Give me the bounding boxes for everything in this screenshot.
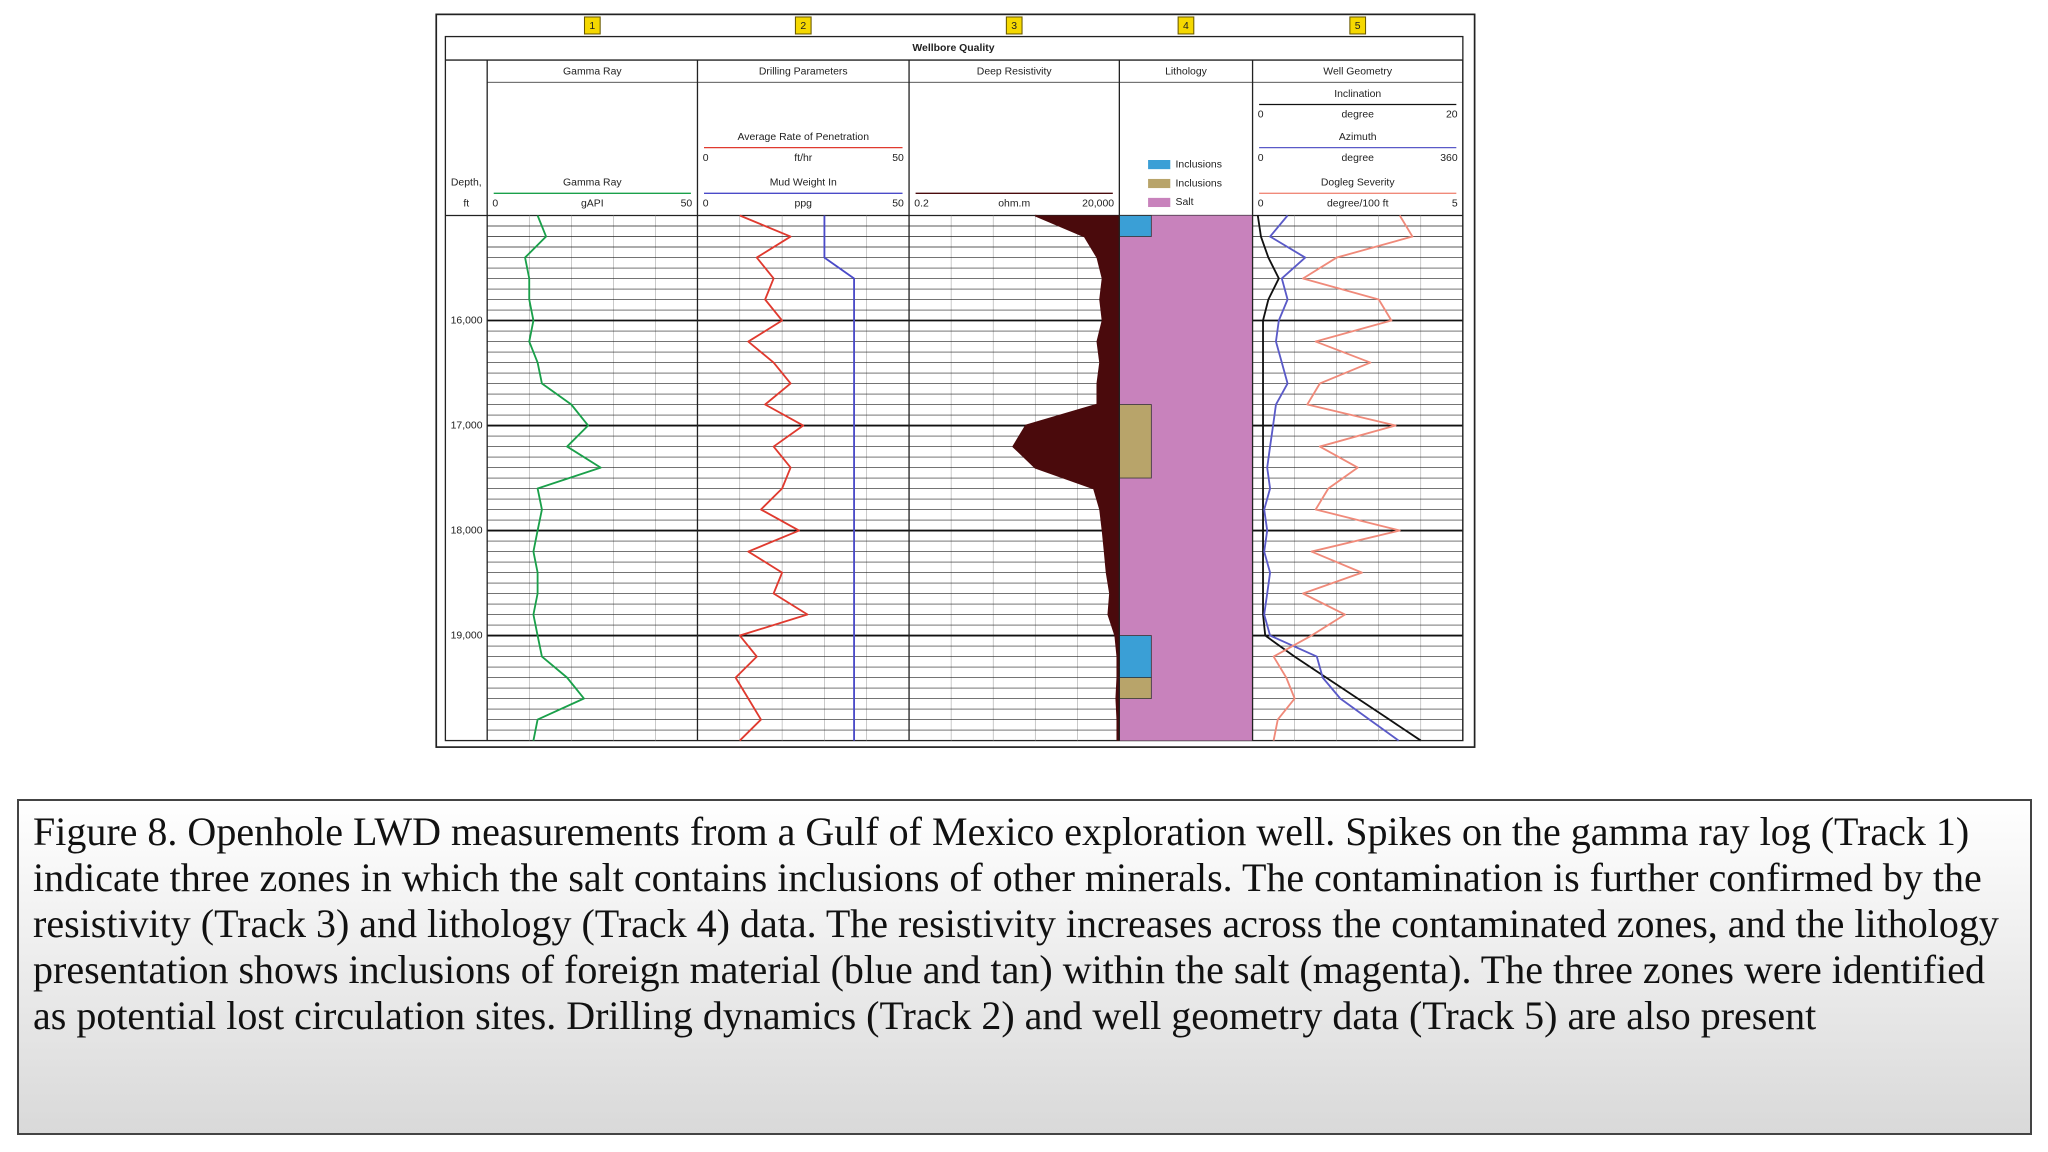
legend-label: Inclusions	[1176, 178, 1222, 189]
log-curve	[524, 215, 602, 741]
log-curve	[1272, 215, 1414, 741]
track-number: 2	[800, 21, 806, 32]
legend-label: Salt	[1176, 197, 1194, 208]
legend-swatch	[1148, 197, 1171, 208]
figure-frame	[435, 13, 1476, 748]
curve-unit: degree	[1341, 153, 1374, 164]
scale-max: 50	[892, 153, 904, 164]
depth-tick-label: 16,000	[451, 315, 483, 326]
track-title: Gamma Ray	[563, 67, 622, 78]
scale-max: 50	[892, 199, 904, 210]
lithology-interval	[1118, 635, 1152, 678]
track-title: Drilling Parameters	[759, 67, 848, 78]
curve-unit: degree	[1341, 110, 1374, 121]
scale-min: 0	[1258, 110, 1264, 121]
curve-name: Mud Weight In	[770, 178, 837, 189]
scale-min: 0	[1258, 153, 1264, 164]
curve-name: Inclination	[1334, 89, 1381, 100]
track-title: Deep Resistivity	[977, 67, 1053, 78]
depth-header: Depth,	[451, 178, 482, 189]
figure-title: Wellbore Quality	[912, 43, 994, 54]
data-layer	[524, 214, 1422, 742]
depth-unit: ft	[463, 199, 469, 210]
curve-unit: degree/100 ft	[1327, 199, 1389, 210]
scale-min: 0.2	[914, 199, 929, 210]
figure-caption: Figure 8. Openhole LWD measurements from…	[17, 799, 2032, 1135]
scale-max: 5	[1452, 199, 1458, 210]
track-number-box	[794, 16, 812, 35]
log-curve	[1263, 214, 1400, 742]
track-title: Lithology	[1165, 67, 1208, 78]
track-number: 1	[589, 21, 595, 32]
curve-unit: ohm.m	[998, 199, 1030, 210]
scale-max: 360	[1440, 153, 1458, 164]
track-number: 5	[1355, 21, 1361, 32]
depth-tick-label: 18,000	[451, 525, 483, 536]
legend-label: Inclusions	[1176, 159, 1222, 170]
lithology-interval	[1118, 404, 1152, 479]
scale-min: 0	[703, 199, 709, 210]
log-curve	[1256, 215, 1422, 742]
legend-swatch	[1148, 178, 1171, 189]
depth-tick-label: 19,000	[451, 630, 483, 641]
log-curve	[823, 215, 855, 741]
curve-name: Gamma Ray	[563, 178, 622, 189]
curve-name: Dogleg Severity	[1321, 178, 1395, 189]
depth-tick-label: 17,000	[451, 420, 483, 431]
curve-name: Azimuth	[1339, 132, 1377, 143]
scale-min: 0	[703, 153, 709, 164]
legend-swatch	[1148, 160, 1171, 170]
log-curve	[1012, 214, 1119, 741]
lithology-interval	[1118, 215, 1152, 237]
track-title: Well Geometry	[1323, 67, 1393, 78]
curve-unit: ft/hr	[794, 153, 813, 164]
track-number-box	[1005, 16, 1023, 35]
scale-min: 0	[1258, 199, 1264, 210]
scale-max: 20,000	[1082, 199, 1114, 210]
scale-min: 0	[492, 199, 498, 210]
scale-max: 20	[1446, 110, 1458, 121]
curve-unit: gAPI	[581, 199, 604, 210]
track-number: 3	[1011, 21, 1017, 32]
track-number-box	[1349, 16, 1367, 35]
curve-name: Average Rate of Penetration	[737, 132, 869, 143]
lithology-interval	[1118, 677, 1152, 699]
curve-unit: ppg	[795, 199, 813, 210]
track-number: 4	[1183, 21, 1189, 32]
log-curve	[734, 214, 809, 742]
track-number-box	[1177, 16, 1195, 35]
scale-max: 50	[681, 199, 693, 210]
track-number-box	[583, 16, 601, 35]
